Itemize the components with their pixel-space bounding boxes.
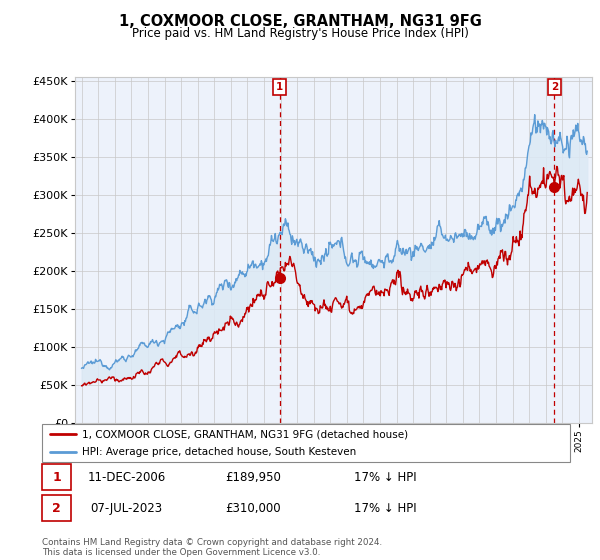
- Text: 17% ↓ HPI: 17% ↓ HPI: [354, 471, 416, 484]
- Text: 07-JUL-2023: 07-JUL-2023: [91, 502, 163, 515]
- Text: 17% ↓ HPI: 17% ↓ HPI: [354, 502, 416, 515]
- Text: 1: 1: [276, 82, 283, 92]
- Text: 1, COXMOOR CLOSE, GRANTHAM, NG31 9FG (detached house): 1, COXMOOR CLOSE, GRANTHAM, NG31 9FG (de…: [82, 429, 408, 439]
- Text: HPI: Average price, detached house, South Kesteven: HPI: Average price, detached house, Sout…: [82, 447, 356, 457]
- FancyBboxPatch shape: [42, 495, 71, 521]
- Text: Contains HM Land Registry data © Crown copyright and database right 2024.
This d: Contains HM Land Registry data © Crown c…: [42, 538, 382, 557]
- Text: 1: 1: [52, 471, 61, 484]
- Text: £189,950: £189,950: [225, 471, 281, 484]
- Text: 2: 2: [52, 502, 61, 515]
- FancyBboxPatch shape: [42, 424, 570, 462]
- Text: 2: 2: [551, 82, 558, 92]
- FancyBboxPatch shape: [42, 464, 71, 490]
- Text: 1, COXMOOR CLOSE, GRANTHAM, NG31 9FG: 1, COXMOOR CLOSE, GRANTHAM, NG31 9FG: [119, 14, 481, 29]
- Text: Price paid vs. HM Land Registry's House Price Index (HPI): Price paid vs. HM Land Registry's House …: [131, 27, 469, 40]
- Text: £310,000: £310,000: [226, 502, 281, 515]
- Text: 11-DEC-2006: 11-DEC-2006: [88, 471, 166, 484]
